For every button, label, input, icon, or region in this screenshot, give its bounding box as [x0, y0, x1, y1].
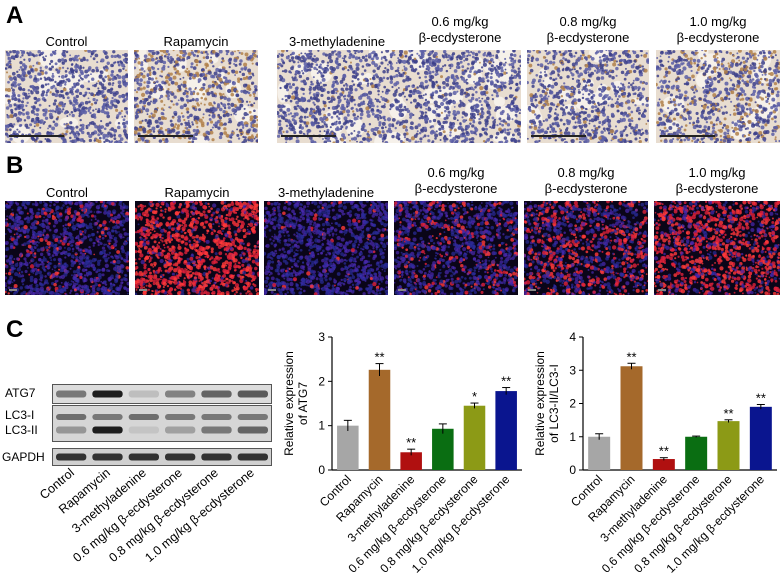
ihc-image-10: [656, 50, 780, 143]
if-label-rapamycin: Rapamycin: [164, 185, 230, 200]
significance-mark: *: [472, 389, 477, 404]
significance-mark: **: [406, 435, 416, 450]
y-tick-label: 1: [318, 419, 325, 433]
blot-lane-labels: Control Rapamycin 3-methyladenine 0.6 mg…: [37, 466, 257, 565]
if-label-control: Control: [46, 185, 88, 200]
blot-strip-lc3: [52, 405, 272, 442]
if-image-08: [524, 201, 648, 295]
if-image-rapamycin: [135, 201, 259, 295]
bar: [337, 425, 359, 470]
panel-a-letter: A: [6, 2, 24, 29]
if-label-10: 1.0 mg/kg β-ecdysterone: [675, 165, 759, 196]
panel-c-letter: C: [6, 316, 24, 343]
ihc-label-rapamycin: Rapamycin: [163, 34, 229, 49]
ihc-label-08: 0.8 mg/kg β-ecdysterone: [546, 14, 630, 45]
y-axis-label: Relative expressionof ATG7: [282, 351, 310, 456]
bar: [368, 369, 391, 470]
blot-strip-atg7: [52, 384, 272, 404]
ihc-image-control: [5, 50, 128, 143]
bar: [495, 391, 517, 470]
y-tick-label: 3: [318, 330, 325, 344]
if-label-3ma: 3-methyladenine: [277, 185, 375, 200]
ihc-image-08: [527, 50, 649, 143]
ihc-label-10: 1.0 mg/kg β-ecdysterone: [676, 14, 760, 45]
western-blot: ATG7 LC3-I LC3-II GAPDH Control Rapamyci…: [0, 370, 280, 581]
y-tick-label: 0: [318, 463, 325, 477]
bar: [432, 428, 454, 470]
y-tick-label: 2: [318, 374, 325, 388]
blot-strip-gapdh: [52, 448, 272, 466]
band-label-lc3-ii: LC3-II: [5, 423, 38, 437]
significance-mark: **: [374, 350, 384, 365]
ihc-label-3ma: 3-methyladenine: [288, 34, 386, 49]
if-label-06: 0.6 mg/kg β-ecdysterone: [414, 165, 498, 196]
if-image-10: [654, 201, 780, 295]
significance-mark: **: [501, 374, 511, 389]
if-image-control: [5, 201, 129, 295]
if-image-06: [394, 201, 518, 295]
band-label-gapdh: GAPDH: [2, 450, 45, 464]
band-label-lc3-i: LC3-I: [5, 408, 35, 422]
band-label-atg7: ATG7: [5, 386, 36, 400]
ihc-label-control: Control: [45, 34, 88, 49]
panel-b-letter: B: [6, 152, 24, 179]
bar: [400, 452, 422, 470]
if-label-08: 0.8 mg/kg β-ecdysterone: [544, 165, 628, 196]
if-image-3ma: [264, 201, 388, 295]
ihc-image-3ma-06: [277, 50, 521, 143]
ihc-label-06: 0.6 mg/kg β-ecdysterone: [418, 14, 502, 45]
bar: [463, 405, 486, 470]
ihc-image-rapamycin: [134, 50, 258, 143]
